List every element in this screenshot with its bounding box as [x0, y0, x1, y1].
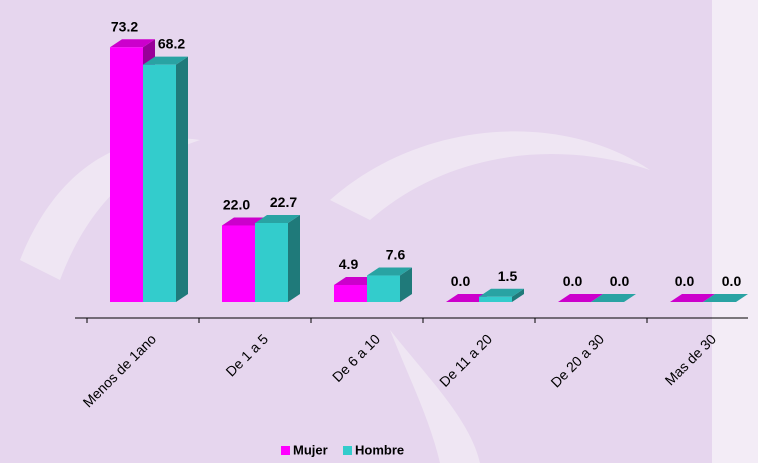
background-strip	[712, 0, 758, 463]
data-label: 22.7	[270, 194, 297, 210]
data-label: 0.0	[675, 273, 695, 289]
bar	[222, 225, 255, 302]
bar-side	[176, 57, 188, 302]
data-label: 22.0	[223, 196, 250, 212]
data-label: 7.6	[386, 247, 406, 263]
data-label: 0.0	[722, 273, 742, 289]
bar	[255, 223, 288, 302]
chart: Menos de 1ano73.268.2De 1 a 522.022.7De …	[0, 0, 758, 463]
legend-swatch	[343, 446, 352, 455]
bar	[367, 276, 400, 302]
data-label: 1.5	[498, 268, 518, 284]
bar	[334, 285, 367, 302]
bar-side	[288, 215, 300, 302]
data-label: 4.9	[339, 256, 359, 272]
bar	[479, 297, 512, 302]
bar	[143, 65, 176, 302]
legend-swatch	[281, 446, 290, 455]
data-label: 0.0	[451, 273, 471, 289]
data-label: 0.0	[563, 273, 583, 289]
data-label: 68.2	[158, 36, 185, 52]
bar	[110, 47, 143, 302]
legend-label: Hombre	[355, 442, 404, 457]
data-label: 73.2	[111, 18, 138, 34]
legend-label: Mujer	[293, 442, 328, 457]
data-label: 0.0	[610, 273, 630, 289]
